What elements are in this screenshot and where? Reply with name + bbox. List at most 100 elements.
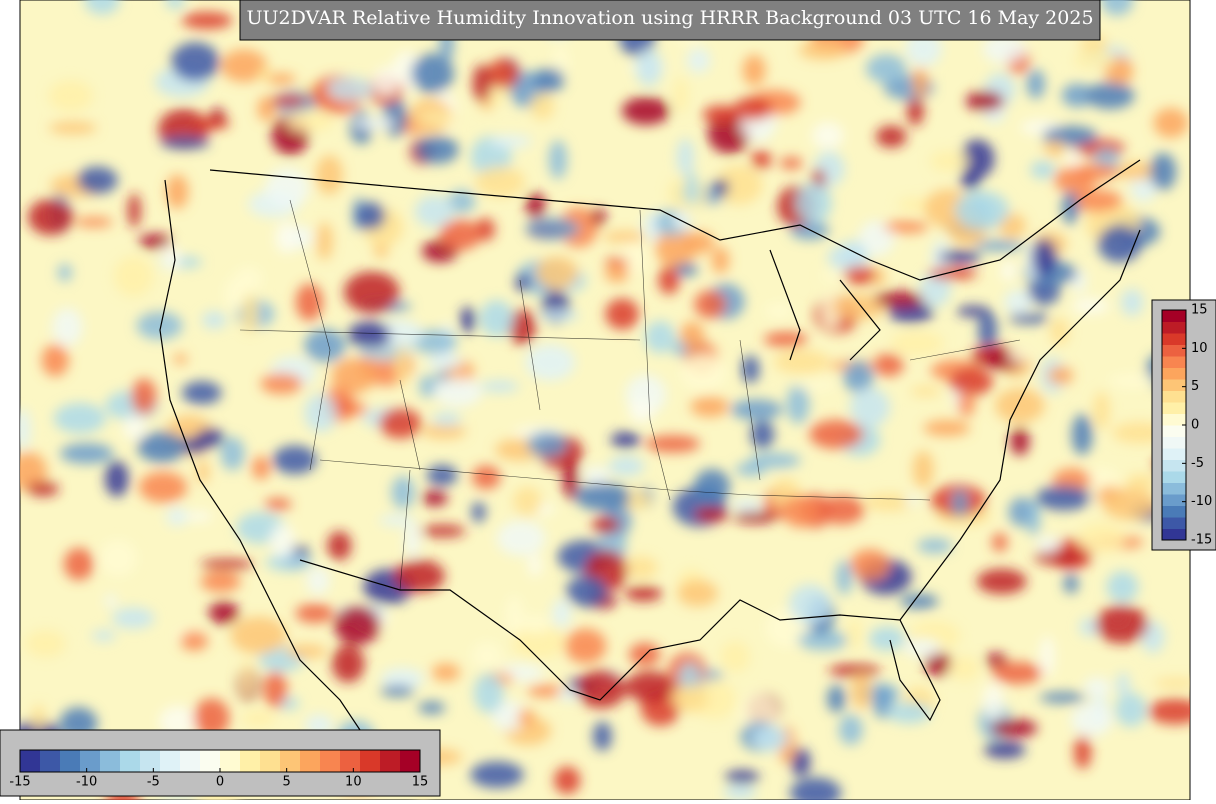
field-blob: [271, 95, 308, 107]
field-blob: [161, 244, 182, 272]
field-blob: [241, 710, 276, 727]
colorbar-swatch: [340, 750, 361, 772]
field-blob: [220, 49, 268, 83]
field-blob: [644, 320, 676, 354]
field-blob: [720, 641, 750, 673]
field-blob: [843, 360, 874, 393]
field-blob: [266, 73, 297, 86]
field-blob: [347, 321, 391, 349]
colorbar-tick-label: 0: [1191, 418, 1199, 433]
field-blob: [1061, 83, 1094, 108]
field-blob: [553, 766, 581, 795]
field-blob: [903, 638, 942, 657]
field-blob: [193, 698, 230, 738]
field-blob: [873, 291, 925, 308]
field-blob: [625, 670, 676, 703]
field-blob: [960, 139, 995, 179]
field-blob: [849, 387, 890, 428]
title-box: [239, 0, 1101, 41]
field-blob: [334, 606, 381, 645]
colorbar-tick-label: -15: [9, 775, 30, 790]
field-blob: [1066, 149, 1080, 167]
field-blob: [1130, 172, 1157, 203]
field-blob: [798, 40, 847, 60]
field-blob: [958, 392, 975, 417]
field-blob: [491, 700, 528, 731]
field-blob: [404, 522, 420, 558]
field-blob: [575, 482, 631, 511]
field-blob: [900, 593, 939, 609]
field-blob: [52, 307, 83, 347]
field-blob: [832, 294, 886, 320]
field-blob: [991, 532, 1008, 552]
field-blob: [675, 685, 709, 714]
field-blob: [828, 664, 881, 677]
colorbar-swatch: [1162, 333, 1186, 345]
field-blob: [1039, 692, 1087, 704]
field-blob: [41, 344, 69, 377]
field-blob: [564, 628, 607, 664]
field-blob: [603, 231, 647, 243]
field-blob: [905, 495, 919, 506]
field-blob: [843, 265, 877, 285]
field-blob: [883, 220, 929, 234]
field-blob: [513, 486, 542, 517]
field-blob: [380, 685, 415, 697]
field-blob: [621, 96, 671, 125]
colorbar-swatch: [1162, 482, 1186, 495]
field-blob: [1043, 140, 1066, 157]
field-blob: [137, 431, 187, 463]
field-blob: [748, 452, 801, 469]
vertical-colorbar: -15 -10 -5 0 5 10 15: [1161, 303, 1212, 548]
field-blob: [1074, 735, 1092, 769]
field-blob: [1035, 485, 1092, 511]
field-blob: [1154, 678, 1190, 689]
field-blob: [679, 354, 727, 391]
field-blob: [192, 117, 231, 130]
field-blob: [414, 195, 454, 228]
field-blob: [165, 0, 185, 9]
field-blob: [460, 306, 476, 334]
field-blob: [1125, 474, 1156, 492]
colorbar-tick-label: -10: [1191, 494, 1212, 509]
colorbar-swatch: [280, 750, 301, 772]
field-blob: [534, 67, 565, 93]
field-blob: [111, 607, 155, 629]
field-blob: [838, 714, 863, 745]
field-blob: [230, 616, 287, 655]
field-blob: [673, 263, 698, 277]
field-blob: [391, 475, 415, 509]
field-blob: [919, 270, 951, 307]
colorbar-swatch: [1162, 379, 1186, 391]
field-blob: [604, 257, 629, 268]
colorbar-tick-label: -10: [76, 775, 97, 790]
field-blob: [741, 355, 760, 384]
field-blob: [27, 198, 74, 236]
field-blob: [528, 553, 542, 577]
field-blob: [269, 523, 296, 558]
field-blob: [809, 419, 864, 449]
field-blob: [1112, 162, 1161, 180]
field-blob: [923, 420, 971, 437]
colorbar-swatch: [1162, 494, 1186, 506]
field-blob: [419, 374, 437, 398]
field-blob: [471, 465, 501, 490]
field-blob: [379, 408, 422, 439]
colorbar-swatch: [240, 750, 261, 772]
colorbar-swatch: [260, 750, 281, 772]
colorbar-swatch: [1162, 310, 1186, 322]
field-blob: [439, 219, 482, 251]
field-blob: [686, 47, 711, 74]
field-blob: [380, 667, 425, 690]
field-blob: [412, 329, 458, 355]
field-blob: [200, 571, 241, 593]
field-blob: [201, 311, 227, 329]
field-blob: [60, 443, 114, 464]
field-blob: [306, 566, 330, 595]
field-blob: [1000, 260, 1017, 281]
colorbar-tick-label: 15: [412, 775, 429, 790]
field-blob: [938, 250, 982, 264]
field-blob: [779, 157, 803, 170]
field-blob: [773, 349, 830, 374]
